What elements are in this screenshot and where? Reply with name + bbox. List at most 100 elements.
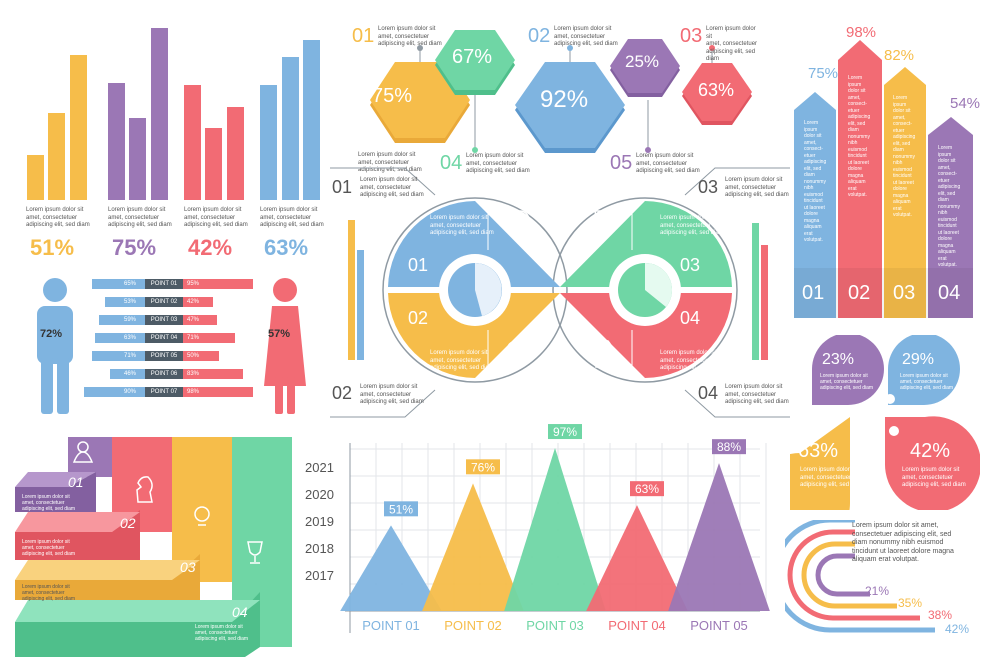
hexagon [515,62,625,148]
point-bar-right [183,351,219,361]
bar-group-caption: Lorem ipsum dolor sit amet, consectetuer… [260,207,324,228]
infinity-inner-text: Lorem ipsum dolor sit amet, consectetuer… [660,350,724,371]
hexagon-value: 25% [625,52,660,71]
point-bar-left-value: 63% [124,335,137,341]
infinity-label-04: 04 [680,308,701,328]
arrow-column-02 [838,40,882,318]
arrow-column-01 [794,92,836,318]
arrow-label: 02 [848,282,871,304]
infinity-outer-number: 03 [698,177,719,197]
arc [801,541,897,609]
hexagon [370,62,470,138]
point-bar-row: 90% POINT 07 98% [84,384,253,402]
drop-42 [884,416,980,510]
infinity-side-bar [348,220,355,360]
point-bar-left [92,279,145,289]
point-bar-label: POINT 06 [145,369,183,379]
arc-value: 35% [898,596,923,610]
infinity-segment-01 [388,201,560,287]
arc [815,553,870,597]
point-bar-right-value: 71% [187,335,200,341]
point-bar-label: POINT 05 [145,351,183,361]
point-bar-right-value: 98% [187,389,200,395]
arrow-label: 01 [802,282,825,304]
drop-text: Lorem ipsum dolor sit amet, consectetuer… [800,467,864,488]
hexagon [610,39,680,93]
arc [785,520,935,633]
value-label: 76% [471,460,495,474]
bar [227,107,244,200]
drop-value: 23% [822,351,855,368]
value-label: 51% [389,502,413,516]
point-bar-left [92,351,145,361]
bar-group-caption: Lorem ipsum dolor sit amet, consectetuer… [26,207,90,228]
triangle-mark [422,483,524,611]
step-02-top [15,512,140,532]
bar [48,113,65,200]
step-label: 01 [68,474,84,490]
arrow-text: Lorem ipsum dolor sit amet, consect- etu… [804,120,827,243]
hexagon-value: 67% [452,46,493,68]
bar-group-percent: 75% [112,235,157,260]
arrow-text: Lorem ipsum dolor sit amet, consect- etu… [848,75,871,198]
user-icon [502,341,526,366]
step-label: 04 [232,604,248,620]
bar-group-4 [260,40,320,200]
bulb-icon [194,506,210,526]
bar [260,85,277,200]
arrow-column-03 [884,67,926,318]
hexagon-infographic: 75% 67% 92% 25% 63% Lorem ipsum dolor si… [340,10,760,174]
step-text: Lorem ipsum dolor sit amet, consectetuer… [195,624,249,642]
hexagon-value: 75% [372,85,413,107]
y-tick-label: 2017 [305,568,334,583]
point-bar-right-value: 95% [187,281,200,287]
step-04 [15,592,260,657]
step-01-top [15,472,96,487]
chess-knight-icon [136,476,153,503]
point-bar-left-value: 65% [124,281,137,287]
hexagon-text: Lorem ipsum dolor sit amet, consectetuer… [636,153,700,174]
arc-value: 21% [865,584,890,598]
hexagon-svg [370,30,752,153]
hexagon-number: 04 [440,152,463,174]
point-bar-left-value: 46% [124,371,137,377]
hexagon-text: Lorem ipsum dolor sit amet, consectetuer… [706,26,758,62]
point-bar-left-value: 53% [124,299,137,305]
value-label: 63% [635,482,659,496]
y-tick-label: 2020 [305,487,334,502]
triangle-mark [504,448,606,611]
point-bar-left [110,369,145,379]
point-bar-left-value: 90% [124,389,137,395]
bar [129,118,146,200]
male-percent: 72% [40,328,63,340]
infinity-label-01: 01 [408,255,429,275]
arrow-column-04 [928,117,973,318]
drop-shapes: 23% Lorem ipsum dolor sit amet, consecte… [790,335,980,510]
value-label-box [548,424,582,440]
infinity-label-03: 03 [680,255,701,275]
bar [282,57,299,200]
female-percent: 57% [268,328,291,340]
step-staircase: 01 02 03 04 Lorem ipsum dolor sit amet, … [0,432,300,657]
triangle-mark [340,525,442,611]
hexagon [682,63,752,121]
infinity-outer-text: Lorem ipsum dolor sit amet, consectetuer… [360,384,424,405]
trophy-icon [247,541,263,564]
infinity-outer-number: 02 [332,383,353,403]
point-bar-label: POINT 04 [145,333,183,343]
arrow-columns: 75% 98% 82% 54% Lorem ipsum dolor sit am… [790,20,980,325]
bar [151,28,168,200]
point-bar-right-value: 83% [187,371,200,377]
drop-shapes-svg [790,335,980,510]
infinity-segment-03 [560,201,732,287]
drop-text: Lorem ipsum dolor sit amet, consectetuer… [902,467,966,488]
infinity-side-bar [357,250,364,360]
point-bar-right [183,297,213,307]
point-bar-left-value: 71% [124,353,137,359]
infinity-segment-02 [388,293,560,378]
bar-group-1 [27,55,87,200]
drop-text: Lorem ipsum dolor sit amet, consectetuer… [900,373,954,391]
step-label: 02 [120,515,136,531]
point-bar-row: 59% POINT 03 47% [92,312,252,330]
infinity-outer-text: Lorem ipsum dolor sit amet, consectetuer… [360,177,424,198]
